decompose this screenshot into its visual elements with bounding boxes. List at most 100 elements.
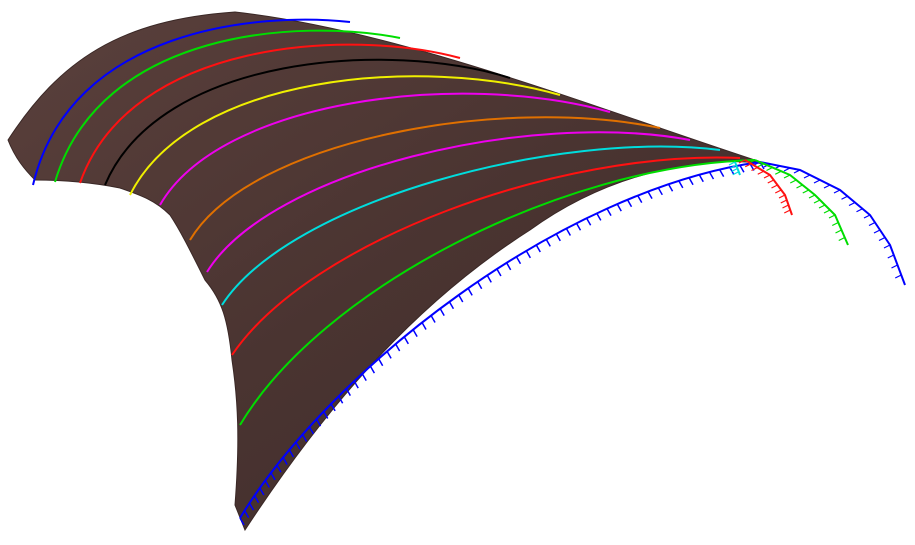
normal-vector xyxy=(767,179,775,184)
normal-vector xyxy=(891,264,898,269)
normal-vector xyxy=(783,167,791,172)
normal-vector xyxy=(323,411,329,419)
normal-vector xyxy=(403,336,409,345)
normal-vector xyxy=(778,194,786,199)
normal-vector xyxy=(330,403,336,412)
normal-vector xyxy=(780,199,788,204)
normal-vector xyxy=(596,212,602,221)
normal-vector xyxy=(585,217,592,226)
normal-vector xyxy=(555,233,561,242)
normal-vector xyxy=(718,169,725,177)
surface-curve xyxy=(32,18,351,186)
normal-vector xyxy=(868,221,876,227)
normal-vector xyxy=(535,244,541,253)
surface-curve xyxy=(189,116,661,241)
normal-vector xyxy=(731,167,738,173)
normal-vector xyxy=(496,268,502,277)
surface-curve xyxy=(159,92,611,206)
normal-vector xyxy=(243,510,250,518)
normal-vector xyxy=(708,171,715,180)
normal-vector xyxy=(667,183,674,192)
normal-vector xyxy=(823,209,831,214)
normal-vector xyxy=(894,274,902,279)
normal-vector xyxy=(887,254,895,259)
normal-vector xyxy=(565,228,572,236)
normal-vector xyxy=(793,169,801,174)
normal-vector xyxy=(774,189,782,194)
normal-vector xyxy=(467,287,473,296)
normal-vector xyxy=(783,174,791,179)
normal-vector xyxy=(477,281,483,290)
surface-curve xyxy=(239,159,756,426)
normal-vector xyxy=(771,184,778,189)
normal-vector xyxy=(763,174,771,179)
normal-vector xyxy=(575,222,582,231)
normal-vector xyxy=(270,472,276,481)
normal-vector xyxy=(239,517,245,526)
normal-vector xyxy=(288,449,295,458)
normal-vector xyxy=(789,179,797,184)
normal-vector xyxy=(253,495,260,503)
normal-vector xyxy=(276,464,282,473)
normal-vector xyxy=(732,171,740,176)
normal-vector xyxy=(361,373,367,381)
normal-vector xyxy=(525,250,532,259)
normal-vector xyxy=(678,180,684,189)
green-normal-tail xyxy=(754,159,849,246)
normal-vector xyxy=(386,350,392,359)
normal-vector xyxy=(421,322,427,330)
normal-vector xyxy=(282,457,288,465)
normal-vector xyxy=(774,170,782,175)
surface-curve xyxy=(129,75,561,196)
surface-curve xyxy=(206,131,691,273)
shell-surface xyxy=(7,11,771,532)
normal-vector xyxy=(841,195,848,200)
normal-vector xyxy=(878,236,886,242)
normal-vector xyxy=(315,418,322,427)
normal-vector xyxy=(808,194,816,199)
normal-vector xyxy=(823,184,831,189)
normal-vector xyxy=(515,256,522,265)
normal-vector xyxy=(657,187,663,196)
normal-vector xyxy=(831,221,839,227)
normal-vector xyxy=(728,161,736,166)
blue-normal-tail xyxy=(759,161,906,286)
normal-vector xyxy=(688,177,694,186)
normal-vector xyxy=(813,179,821,184)
normal-vector xyxy=(337,395,344,404)
normal-vector xyxy=(248,502,255,511)
normal-vector xyxy=(430,315,436,323)
normal-vector xyxy=(626,199,633,208)
normal-vector xyxy=(883,244,891,249)
normal-vector xyxy=(345,388,352,397)
normal-vector xyxy=(698,174,704,183)
surface-curve xyxy=(231,156,741,356)
normal-vector xyxy=(796,184,803,189)
normal-vector xyxy=(863,214,871,219)
normal-vector xyxy=(803,174,811,179)
normal-vector xyxy=(259,487,265,496)
surface-curve xyxy=(104,58,511,186)
normal-vector xyxy=(412,329,418,338)
normal-vector xyxy=(308,426,315,435)
normal-vector xyxy=(295,441,301,450)
normal-vector xyxy=(738,159,746,164)
normal-vector xyxy=(828,214,836,219)
normal-vector xyxy=(783,209,791,214)
normal-vector xyxy=(838,236,846,242)
normal-vector xyxy=(486,275,492,283)
normal-vector xyxy=(744,163,752,168)
normal-vector xyxy=(301,434,308,442)
surface-curve xyxy=(221,145,721,306)
normal-vector xyxy=(818,204,826,209)
normal-vector xyxy=(766,166,773,172)
normal-vectors-group xyxy=(239,159,906,526)
normal-vector xyxy=(378,358,384,367)
normal-vector xyxy=(394,343,401,352)
normal-vector xyxy=(757,163,765,168)
normal-vector xyxy=(545,238,551,247)
normal-vector xyxy=(637,195,643,203)
normal-vector xyxy=(757,170,765,175)
